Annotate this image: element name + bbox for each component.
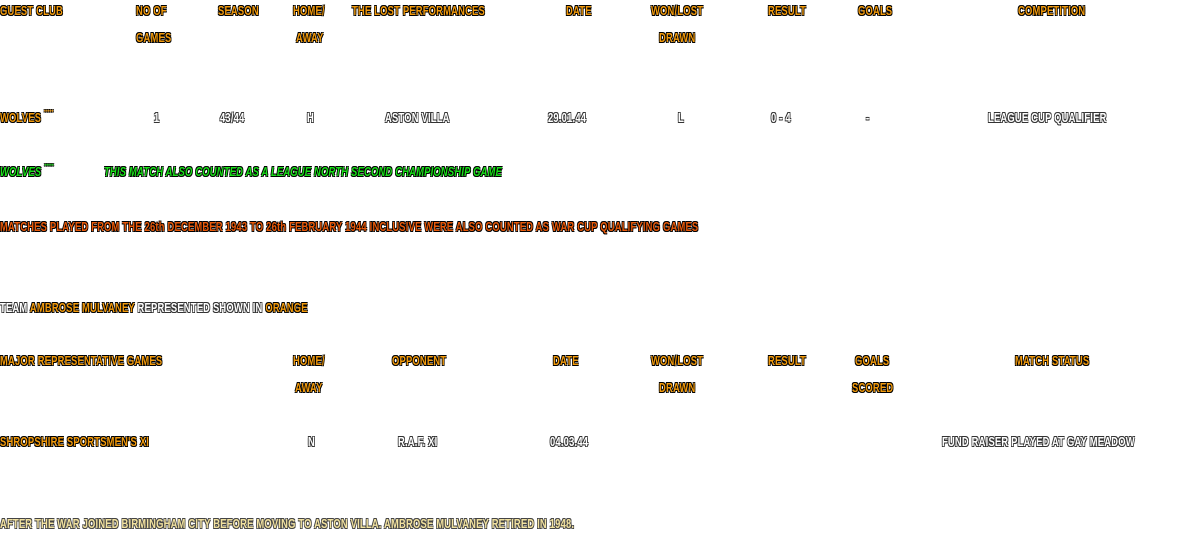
header-games: GAMES xyxy=(136,30,172,45)
club-label: WOLVES xyxy=(0,110,42,125)
competition-value: LEAGUE CUP QUALIFIER xyxy=(988,110,1107,125)
header-away: AWAY xyxy=(295,380,323,395)
rep-home-away: N xyxy=(308,434,315,449)
team-legend: TEAM AMBROSE MULVANEY REPRESENTED SHOWN … xyxy=(0,300,308,315)
header-no-of: NO OF xyxy=(136,3,167,18)
green-note-club: WOLVES ***** xyxy=(0,164,54,179)
result-value: 0 - 4 xyxy=(771,110,791,125)
header-won-lost: WON/LOST xyxy=(651,3,704,18)
season-value: 43/44 xyxy=(220,110,245,125)
goals-value: - xyxy=(866,110,870,125)
header-match-status: MATCH STATUS xyxy=(1015,353,1090,368)
header-competition: COMPETITION xyxy=(1018,3,1086,18)
green-note-text: THIS MATCH ALSO COUNTED AS A LEAGUE NORT… xyxy=(104,164,503,179)
header-opponent: OPPONENT xyxy=(392,353,447,368)
marker: ***** xyxy=(44,110,54,116)
home-away-value: H xyxy=(307,110,314,125)
rep-status: FUND RAISER PLAYED AT GAY MEADOW xyxy=(942,434,1135,449)
won-lost-value: L xyxy=(678,110,684,125)
header-season: SEASON xyxy=(218,3,259,18)
war-cup-note: MATCHES PLAYED FROM THE 26th DECEMBER 19… xyxy=(0,219,699,234)
games-value: 1 xyxy=(154,110,160,125)
header-home: HOME/ xyxy=(293,353,325,368)
header-scored: SCORED xyxy=(852,380,894,395)
team-mid: REPRESENTED SHOWN IN xyxy=(137,300,263,315)
opponent-value: ASTON VILLA xyxy=(385,110,450,125)
header-won-lost: WON/LOST xyxy=(651,353,704,368)
header-drawn: DRAWN xyxy=(659,30,696,45)
header-major-games: MAJOR REPRESENTATIVE GAMES xyxy=(0,353,163,368)
header-date: DATE xyxy=(566,3,592,18)
header-result: RESULT xyxy=(768,3,807,18)
header-guest-club: GUEST CLUB xyxy=(0,3,64,18)
team-prefix: TEAM xyxy=(0,300,28,315)
header-away: AWAY xyxy=(296,30,324,45)
team-name: AMBROSE MULVANEY xyxy=(29,300,135,315)
rep-date: 04.03.44 xyxy=(550,434,589,449)
team-color: ORANGE xyxy=(265,300,308,315)
header-drawn: DRAWN xyxy=(659,380,696,395)
header-home: HOME/ xyxy=(293,3,325,18)
header-goals: GOALS xyxy=(858,3,893,18)
header-date: DATE xyxy=(553,353,579,368)
footer-note: AFTER THE WAR JOINED BIRMINGHAM CITY BEF… xyxy=(0,516,575,531)
date-value: 29.01.44 xyxy=(548,110,587,125)
green-club-label: WOLVES xyxy=(0,164,42,179)
green-marker: ***** xyxy=(44,164,54,170)
club-name: WOLVES ***** xyxy=(0,110,54,125)
rep-team: SHROPSHIRE SPORTSMEN'S XI xyxy=(0,434,150,449)
rep-opponent: R.A.F. XI xyxy=(398,434,438,449)
header-goals: GOALS xyxy=(855,353,890,368)
header-lost-performances: THE LOST PERFORMANCES xyxy=(352,3,485,18)
header-result: RESULT xyxy=(768,353,807,368)
